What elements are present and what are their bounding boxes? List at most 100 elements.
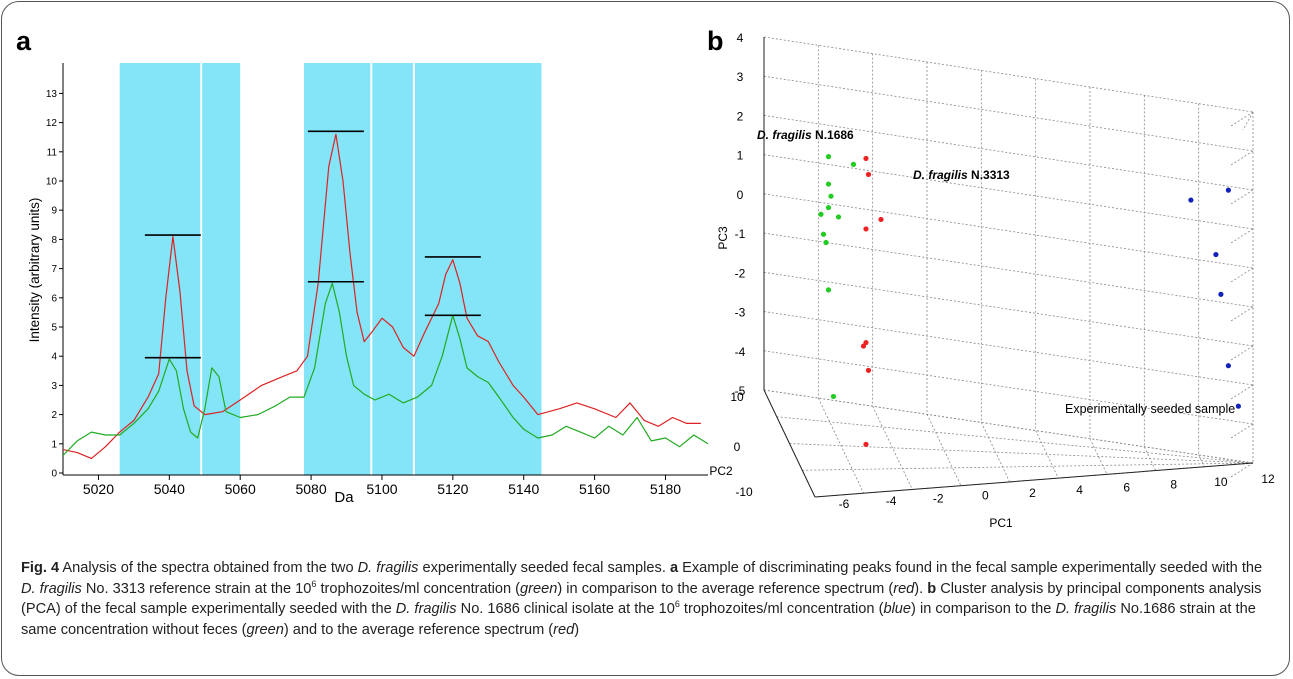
caption-species: D. fragilis <box>357 560 419 576</box>
y-tick-label: 9 <box>51 206 57 217</box>
pca-point-series-3 <box>1218 291 1224 297</box>
y-tick-label: 11 <box>47 147 58 158</box>
grid-line <box>763 311 1254 386</box>
pca-point-series-1 <box>818 211 824 217</box>
axis-edge <box>763 389 816 498</box>
spectrum-series-1 <box>62 133 701 459</box>
caption-text: Example of discriminating peaks found in… <box>678 560 1263 576</box>
caption-b-label: b <box>927 580 937 597</box>
pca-point-series-1 <box>820 231 827 237</box>
x-tick-label: 5140 <box>508 481 539 497</box>
panel-a-xlabel: Da <box>334 489 354 506</box>
grid-line <box>1230 306 1254 322</box>
grid-line <box>776 416 1254 464</box>
caption-text: ) in comparison to the <box>911 601 1056 617</box>
pc2-tick-label: 0 <box>734 440 741 454</box>
pc3-tick-label: -3 <box>735 306 746 320</box>
caption-fig-label: Fig. 4 <box>21 560 60 576</box>
caption-text: ). <box>914 580 928 597</box>
pca-points <box>818 154 1241 448</box>
grid-line <box>763 232 1254 308</box>
pca-point-series-1 <box>825 181 832 187</box>
y-tick-label: 3 <box>51 381 57 392</box>
grid-line <box>1230 462 1254 478</box>
grid-line <box>1230 189 1254 205</box>
caption-red: red <box>553 621 575 638</box>
y-tick-label: 4 <box>51 352 57 363</box>
pca-point-series-2 <box>863 226 869 232</box>
x-tick-label: 5060 <box>225 481 256 497</box>
x-tick-label: 5100 <box>366 481 397 497</box>
y-tick-label: 7 <box>51 264 57 275</box>
y-tick-label: 13 <box>46 89 58 100</box>
caption-green: green <box>246 621 284 638</box>
panel-a-ylabel: Intensity (arbitrary units) <box>27 198 42 343</box>
caption-species: D. fragilis <box>395 601 457 617</box>
y-tick-label: 12 <box>46 118 58 129</box>
pca-point-series-3 <box>1225 187 1231 193</box>
axis-edge <box>814 462 1254 498</box>
pca-point-series-1 <box>823 239 829 246</box>
grid-line <box>1035 430 1059 479</box>
y-tick-label: 0 <box>51 469 57 480</box>
caption-text: No. 3313 reference strain at the 10 <box>81 580 312 597</box>
x-tick-label: 5180 <box>650 481 681 497</box>
grid-line <box>1230 423 1254 439</box>
pca-point-series-2 <box>860 343 867 349</box>
pca-point-series-1 <box>835 214 842 220</box>
pca-point-series-2 <box>878 216 884 223</box>
y-tick-label: 1 <box>51 439 57 450</box>
pc1-tick-label: 2 <box>1029 486 1036 500</box>
caption-red: red <box>893 580 915 597</box>
pc3-tick-label: 0 <box>737 188 744 202</box>
pca-point-series-3 <box>1225 363 1231 369</box>
caption-text: ) <box>574 621 580 638</box>
pca-point-series-1 <box>825 287 832 293</box>
panel-a-label: a <box>16 26 32 56</box>
caption-green: green <box>520 580 558 597</box>
pc3-tick-label: -1 <box>735 227 746 241</box>
grid-line <box>763 36 1254 113</box>
pca-point-series-2 <box>865 171 872 178</box>
pc3-tick-label: -4 <box>735 345 746 359</box>
highlight-bands <box>119 63 542 475</box>
pca-point-series-1 <box>830 393 837 400</box>
x-tick-label: 5040 <box>154 481 185 497</box>
caption-species: D. fragilis <box>1055 601 1117 617</box>
highlight-band-2 <box>303 63 542 475</box>
pca-grid <box>763 36 1254 498</box>
panel-b-label: b <box>707 26 724 56</box>
pc2-tick-label: -10 <box>735 485 753 499</box>
caption-text: experimentally seeded fecal samples. <box>418 560 670 576</box>
grid-line <box>1242 111 1254 131</box>
pc3-tick-label: 4 <box>737 31 744 45</box>
x-tick-label: 5160 <box>579 481 610 497</box>
caption-blue: blue <box>883 601 912 617</box>
pca-point-series-2 <box>863 441 869 448</box>
grid-line <box>980 422 1011 483</box>
caption-species: D. fragilis <box>21 580 82 597</box>
pc1-tick-label: 0 <box>982 489 989 503</box>
x-tick-label: 5080 <box>295 481 326 497</box>
pc2-tick-label: 10 <box>730 390 744 404</box>
pc1-axis-label: PC1 <box>989 516 1013 530</box>
grid-line <box>1230 228 1254 244</box>
pca-point-series-1 <box>825 154 832 160</box>
caption-superscript: 6 <box>311 578 317 589</box>
caption-text: ) and to the average reference spectrum … <box>283 621 554 638</box>
spectra-lines <box>62 133 709 459</box>
spectrum-series-2 <box>62 282 709 456</box>
grid-line <box>763 193 1254 269</box>
x-tick-label: 5020 <box>83 481 114 497</box>
caption-superscript: 6 <box>674 599 680 610</box>
pc1-tick-label: 4 <box>1076 483 1083 497</box>
caption-text: trophozoites/ml concentration ( <box>679 601 884 617</box>
grid-line <box>872 406 913 490</box>
grid-line <box>763 350 1254 425</box>
grid-line <box>817 397 865 494</box>
